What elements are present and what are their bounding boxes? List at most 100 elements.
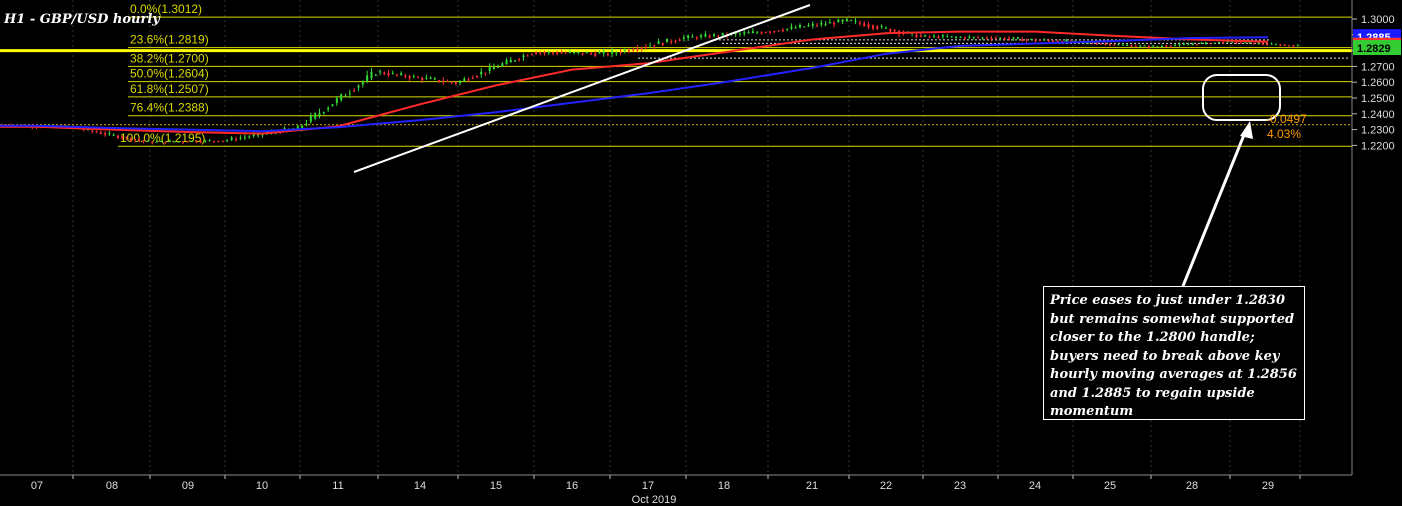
y-tick-label: 1.2400	[1361, 109, 1395, 121]
candle-body	[615, 52, 618, 54]
candle-body	[941, 35, 944, 37]
candle-body	[1139, 45, 1142, 47]
candle-body	[691, 36, 694, 38]
candle-body	[760, 32, 763, 34]
candle-body	[195, 141, 198, 143]
candle-body	[1266, 43, 1269, 45]
candle-body	[721, 32, 724, 36]
candle-body	[327, 107, 330, 110]
candle-body	[1296, 45, 1299, 47]
candle-body	[125, 137, 128, 139]
candle-body	[391, 72, 394, 74]
candle-body	[1126, 45, 1129, 47]
candle-body	[924, 35, 927, 37]
candle-body	[248, 136, 251, 138]
candle-body	[734, 33, 737, 35]
candle-body	[543, 52, 546, 54]
y-tick-label: 1.2300	[1361, 125, 1395, 137]
candle-body	[190, 140, 193, 142]
fibonacci-levels: 0.0%(1.3012) 23.6%(1.2819) 38.2%(1.2700) 50…	[0, 2, 1352, 147]
x-tick-label: 21	[806, 480, 818, 492]
candle-body	[471, 77, 474, 79]
candle-body	[682, 37, 685, 39]
candle-body	[598, 52, 601, 54]
candle-body	[1174, 45, 1177, 47]
candle-body	[955, 36, 958, 38]
candle-body	[781, 29, 784, 32]
candle-body	[217, 140, 220, 142]
candle-body	[700, 35, 703, 37]
candle-body	[164, 141, 167, 144]
candle-body	[556, 52, 559, 54]
candle-body	[816, 25, 819, 27]
candle-body	[850, 20, 853, 22]
candle-body	[492, 67, 495, 70]
candle-body	[99, 132, 102, 134]
candle-body	[717, 35, 720, 37]
x-tick-label: 15	[490, 480, 502, 492]
candle-body	[353, 90, 356, 92]
change-percent: 4.03%	[1267, 127, 1301, 141]
candle-body	[585, 52, 588, 54]
candle-body	[1213, 42, 1216, 44]
candle-body	[1003, 38, 1006, 40]
x-tick-label: 10	[256, 480, 268, 492]
x-tick-label: 07	[31, 480, 43, 492]
candle-body	[1209, 43, 1212, 45]
candle-body	[1196, 44, 1199, 46]
fib-label: 38.2%(1.2700)	[130, 51, 209, 65]
candle-body	[1047, 40, 1050, 42]
candle-body	[915, 34, 918, 38]
candle-body	[568, 51, 571, 53]
candle-body	[747, 32, 750, 34]
x-tick-label: 16	[566, 480, 578, 492]
candle-body	[560, 52, 563, 54]
candle-body	[1165, 45, 1168, 47]
candle-body	[1100, 43, 1103, 45]
candle-body	[786, 28, 789, 30]
candle-body	[628, 50, 630, 52]
candle-body	[395, 74, 398, 76]
candle-body	[564, 52, 567, 54]
candle-body	[1244, 42, 1247, 44]
candle-body	[985, 37, 988, 39]
candle-body	[1016, 37, 1019, 39]
candle-body	[963, 37, 966, 39]
candle-body	[514, 60, 516, 62]
candle-body	[374, 74, 377, 76]
candle-body	[824, 23, 827, 25]
candle-body	[383, 72, 386, 75]
candle-body	[1008, 38, 1011, 40]
candle-body	[738, 33, 741, 35]
candle-body	[1104, 43, 1107, 45]
candle-body	[463, 78, 466, 82]
candle-body	[876, 26, 879, 29]
candle-body	[889, 28, 892, 32]
x-tick-label: 29	[1262, 480, 1274, 492]
candle-body	[314, 113, 317, 119]
candle-body	[1012, 37, 1015, 39]
candle-body	[134, 138, 137, 140]
candle-body	[590, 53, 592, 55]
candle-body	[657, 41, 660, 45]
candle-body	[1283, 44, 1286, 46]
candle-body	[602, 51, 605, 54]
candle-body	[708, 36, 711, 38]
candle-body	[91, 130, 94, 132]
candle-body	[318, 113, 321, 116]
candle-body	[322, 112, 325, 114]
candle-body	[619, 52, 622, 54]
candle-body	[108, 133, 111, 135]
candle-body	[425, 77, 428, 79]
candle-body	[116, 135, 119, 139]
candle-body	[168, 140, 171, 142]
candle-body	[790, 26, 793, 29]
candle-body	[344, 95, 347, 97]
candle-body	[438, 80, 441, 82]
candle-body	[573, 51, 576, 53]
candle-body	[1160, 46, 1163, 48]
candle-body	[221, 140, 224, 142]
candle-body	[535, 52, 538, 55]
